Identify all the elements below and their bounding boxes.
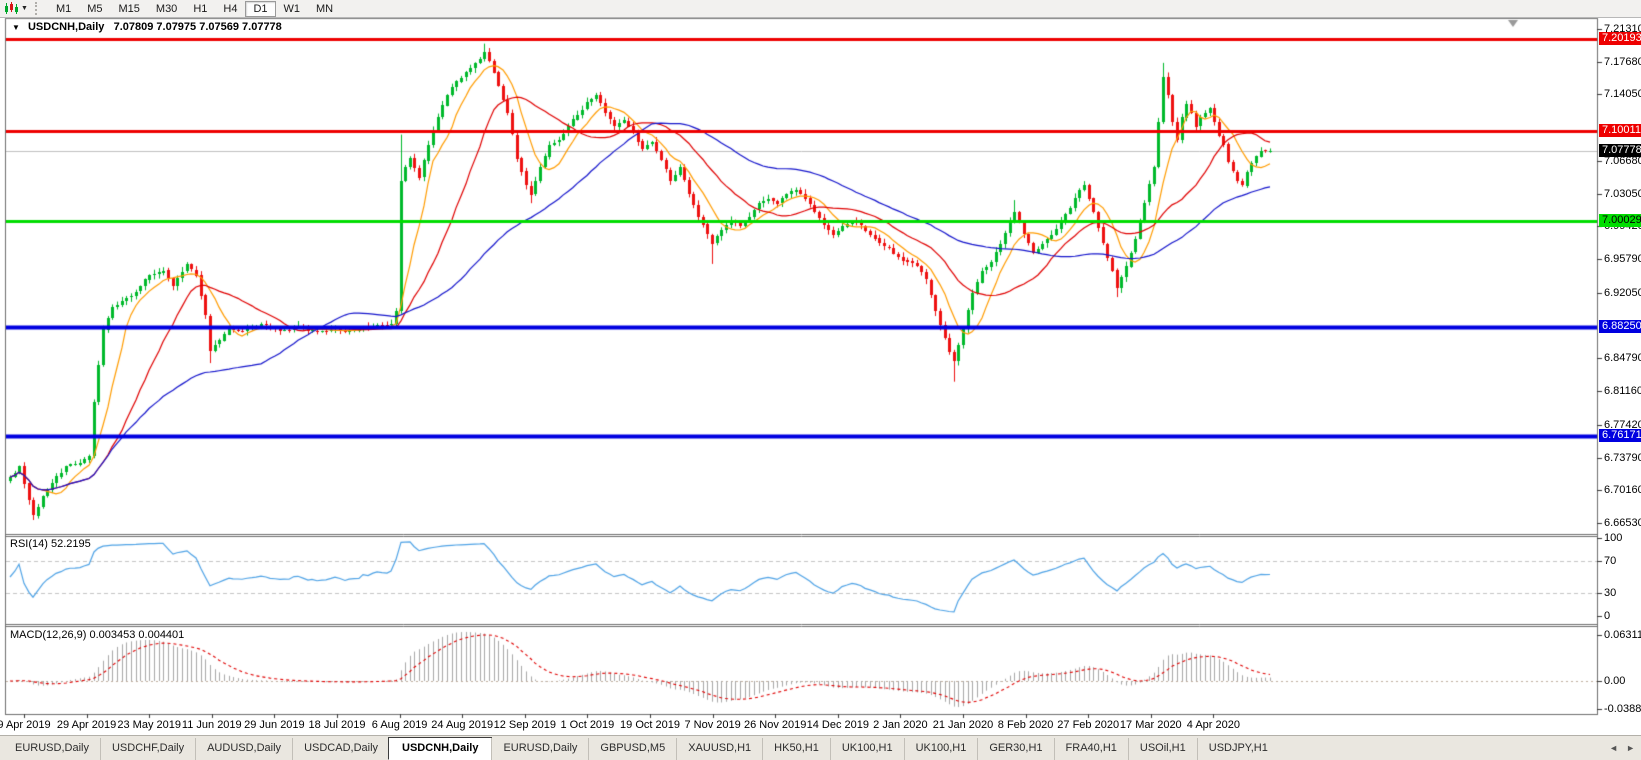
timeframe-button-h1[interactable]: H1 — [193, 2, 208, 15]
date-label: 19 Oct 2019 — [620, 719, 680, 731]
date-label: 2 Jan 2020 — [873, 719, 928, 731]
price-tick-label: 7.03050 — [1604, 187, 1641, 200]
tab-usdcnh-daily[interactable]: USDCNH,Daily — [388, 737, 493, 760]
date-label: 9 Apr 2019 — [0, 719, 51, 731]
price-tick-label: 6.95790 — [1604, 253, 1641, 266]
price-tick-label: 7.21310 — [1604, 23, 1641, 35]
tab-uk100-h1[interactable]: UK100,H1 — [903, 738, 978, 760]
tab-gbpusd-m5[interactable]: GBPUSD,M5 — [588, 738, 676, 760]
price-tick-label: 6.66530 — [1604, 517, 1641, 529]
date-label: 29 Apr 2019 — [56, 719, 117, 731]
price-tick-label: 6.92050 — [1604, 286, 1641, 299]
date-label: 1 Oct 2019 — [560, 719, 615, 731]
tab-xauusd-h1[interactable]: XAUUSD,H1 — [676, 738, 762, 760]
chart-type-icon[interactable] — [2, 1, 20, 16]
hline-price-badge: 6.76171 — [1599, 429, 1641, 443]
timeframe-button-m5[interactable]: M5 — [87, 2, 103, 15]
timeframe-button-m30[interactable]: M30 — [155, 2, 178, 15]
rsi-axis-label: 30 — [1604, 586, 1617, 599]
timeframe-button-w1[interactable]: W1 — [283, 2, 301, 15]
date-label: 18 Jul 2019 — [308, 719, 366, 731]
chart-type-icon-svg — [5, 2, 18, 14]
tab-usoil-h1[interactable]: USOil,H1 — [1127, 738, 1197, 760]
chart-tab-bar: EURUSD,Daily USDCHF,Daily AUDUSD,Daily USDC… — [0, 735, 1641, 760]
date-label: 4 Apr 2020 — [1186, 719, 1240, 731]
chart-symbol-label: USDCNH,Daily — [27, 21, 105, 33]
macd-axis-label: -0.038872 — [1604, 703, 1641, 716]
price-tick-label: 6.70160 — [1604, 484, 1641, 497]
macd-label: MACD(12,26,9) 0.003453 0.004401 — [10, 629, 185, 641]
hline-price-badge: 7.20193 — [1599, 32, 1641, 46]
price-tick-label: 6.81160 — [1604, 385, 1641, 398]
timeframe-button-group: M1 M5 M15 M30 H1 H4 D1 W1 MN — [48, 0, 341, 17]
tab-usdchf-daily[interactable]: USDCHF,Daily — [99, 738, 195, 760]
tab-uk100-h1[interactable]: UK100,H1 — [829, 738, 904, 760]
tab-eurusd-daily[interactable]: EURUSD,Daily — [15, 742, 89, 754]
date-label: 26 Nov 2019 — [743, 719, 807, 731]
collapse-triangle-icon[interactable]: ▼ — [12, 23, 20, 32]
date-label: 17 Mar 2020 — [1119, 719, 1182, 731]
date-label: 23 May 2019 — [117, 719, 181, 731]
price-tick-label: 6.73790 — [1604, 451, 1641, 464]
tab-usdjpy-h1[interactable]: USDJPY,H1 — [1196, 738, 1279, 760]
price-tick-label: 6.77420 — [1604, 418, 1641, 431]
hline-price-badge: 7.00029 — [1599, 213, 1641, 227]
tab-eurusd-daily[interactable]: EURUSD,Daily — [491, 738, 588, 760]
tab-usdcad-daily[interactable]: USDCAD,Daily — [292, 738, 389, 760]
date-label: 8 Feb 2020 — [997, 719, 1054, 731]
price-tick-label: 6.84790 — [1604, 352, 1641, 365]
tab-ger30-h1[interactable]: GER30,H1 — [977, 738, 1053, 760]
hline-price-badge: 6.88250 — [1599, 320, 1641, 334]
price-tick-label: 7.17680 — [1604, 55, 1641, 68]
date-label: 12 Sep 2019 — [493, 719, 556, 731]
tab-scroll-left-icon[interactable]: ◄ — [1609, 743, 1619, 753]
timeframe-button-d1[interactable]: D1 — [245, 0, 276, 17]
dropdown-caret-icon[interactable]: ▼ — [21, 5, 28, 12]
tab-nav: ◄ ► — [1609, 743, 1635, 753]
rsi-axis-label: 0 — [1604, 610, 1611, 622]
hline-price-badge: 7.10011 — [1599, 123, 1641, 137]
tabs-holder: EURUSD,Daily USDCHF,Daily AUDUSD,Daily USDC… — [0, 737, 1279, 760]
date-label: 6 Aug 2019 — [371, 719, 428, 731]
date-label: 14 Dec 2019 — [806, 719, 869, 731]
date-label: 27 Feb 2020 — [1057, 719, 1120, 731]
timeframe-button-m1[interactable]: M1 — [55, 2, 72, 15]
timeframe-button-m15[interactable]: M15 — [118, 2, 140, 15]
price-tick-label: 7.14050 — [1604, 88, 1641, 101]
toolbar-grip[interactable] — [34, 2, 42, 15]
date-label: 11 Jun 2019 — [181, 719, 242, 731]
toolbar: ▼ M1 M5 M15 M30 H1 H4 D1 W1 MN — [0, 0, 1641, 18]
date-label: 24 Aug 2019 — [431, 719, 494, 731]
tab-fra40-h1[interactable]: FRA40,H1 — [1053, 738, 1128, 760]
current-price-badge: 7.07778 — [1599, 144, 1641, 158]
timeframe-button-mn[interactable]: MN — [316, 2, 334, 15]
date-label: 29 Jun 2019 — [244, 719, 305, 731]
rsi-label: RSI(14) 52.2195 — [10, 538, 91, 550]
rsi-axis-label: 100 — [1604, 532, 1623, 544]
tab-hk50-h1[interactable]: HK50,H1 — [762, 738, 830, 760]
macd-axis-label: 0.00 — [1604, 675, 1626, 687]
macd-axis-label: 0.063113 — [1604, 628, 1641, 641]
date-label: 7 Nov 2019 — [684, 719, 741, 731]
price-tick-label: 7.06680 — [1604, 154, 1641, 167]
tab-audusd-daily[interactable]: AUDUSD,Daily — [195, 738, 292, 760]
chart-ohlc-values: 7.07809 7.07975 7.07569 7.07778 — [113, 21, 282, 33]
rsi-axis-label: 70 — [1604, 555, 1617, 568]
date-label: 21 Jan 2020 — [932, 719, 994, 731]
tab-scroll-right-icon[interactable]: ► — [1626, 743, 1635, 753]
chart-title: ▼ USDCNH,Daily 7.07809 7.07975 7.07569 7… — [12, 21, 282, 33]
timeframe-button-h4[interactable]: H4 — [223, 2, 238, 15]
